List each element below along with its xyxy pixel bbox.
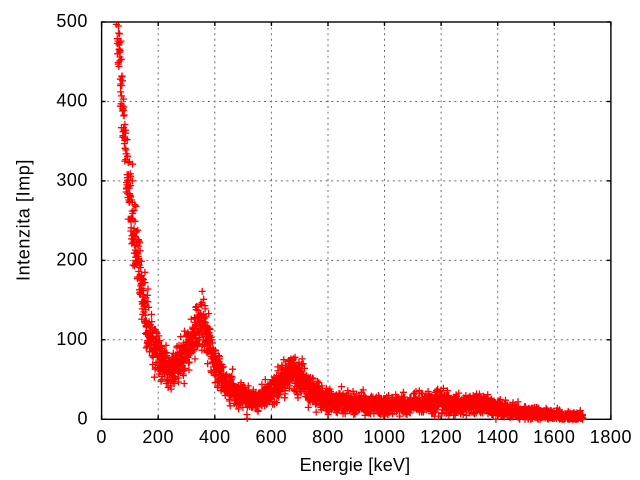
svg-text:600: 600 <box>256 427 288 447</box>
svg-text:800: 800 <box>312 427 344 447</box>
svg-text:1400: 1400 <box>477 427 519 447</box>
svg-text:Intenzita [Imp]: Intenzita [Imp] <box>14 159 34 281</box>
svg-text:400: 400 <box>199 427 231 447</box>
svg-text:Energie [keV]: Energie [keV] <box>300 455 411 475</box>
svg-text:1200: 1200 <box>420 427 462 447</box>
svg-text:0: 0 <box>96 427 107 447</box>
svg-text:1600: 1600 <box>533 427 575 447</box>
svg-text:200: 200 <box>56 249 88 269</box>
svg-text:400: 400 <box>56 91 88 111</box>
svg-text:500: 500 <box>56 11 88 31</box>
svg-text:200: 200 <box>142 427 174 447</box>
svg-text:1800: 1800 <box>590 427 632 447</box>
svg-text:0: 0 <box>77 408 88 428</box>
svg-text:1000: 1000 <box>363 427 405 447</box>
svg-text:100: 100 <box>56 329 88 349</box>
svg-text:300: 300 <box>56 170 88 190</box>
